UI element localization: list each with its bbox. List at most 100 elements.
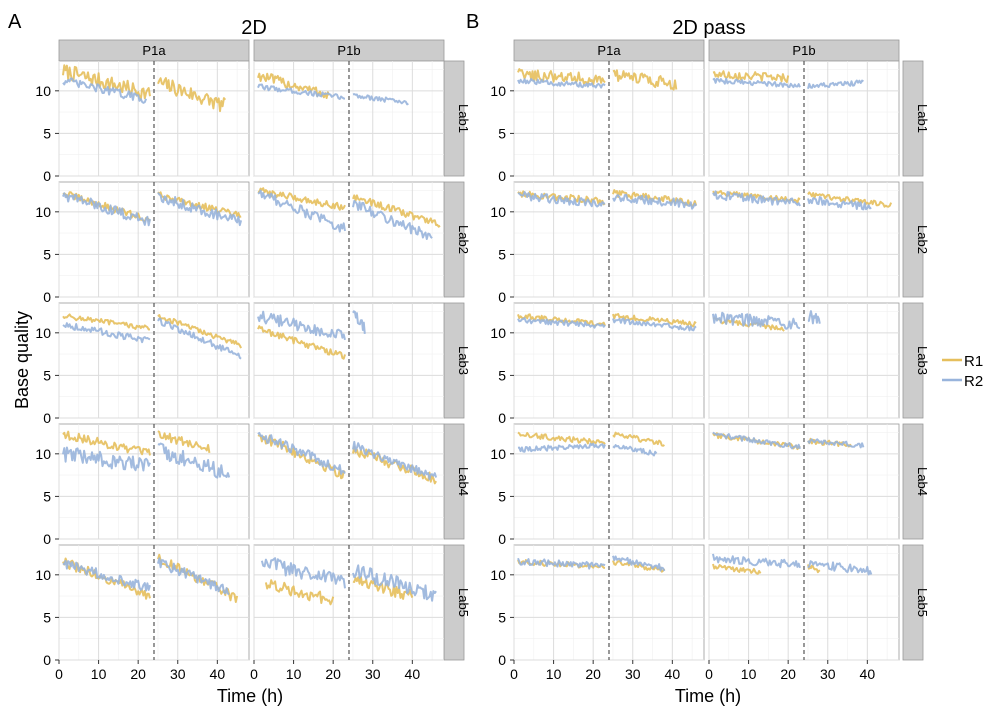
strip-row-lab1 [902,60,924,177]
facet-2d-pass-p1a-lab5: 0 5 10 0 10 20 30 40 [490,544,705,682]
facet-2d-p1b-lab1 [253,60,445,177]
series-r2-line [257,189,346,233]
strip-row-lab5 [902,544,924,661]
strip-row-lab2 [902,181,924,298]
y-tick-label: 0 [498,531,506,547]
series-r2-line [807,79,864,89]
y-tick-label: 5 [43,367,51,383]
series-r1-line [807,191,893,208]
x-tick-label: 20 [130,666,146,682]
series-r2-line [62,322,151,344]
y-tick-label: 5 [43,609,51,625]
x-tick-label: 10 [91,666,107,682]
y-axis-title: Base quality [12,311,32,409]
y-tick-label: 0 [43,410,51,426]
y-tick-label: 5 [498,246,506,262]
series-r2-line [157,442,231,479]
x-tick-label: 0 [705,666,713,682]
y-tick-label: 0 [498,289,506,305]
series-r2-line [62,559,151,592]
series-r2-line [352,440,438,481]
series-r1-line [712,70,790,84]
strip-row-label: Lab3 [456,346,471,375]
series-r2-line [352,93,409,106]
series-r2-line [62,192,151,227]
series-r2-line [612,555,666,572]
series-r2-line [612,193,697,210]
series-r1-line [62,313,151,331]
facet-2d-p1a-lab5: 0 5 10 0 10 20 30 40 [35,544,250,682]
strip-label: P1a [142,43,166,58]
series-r2-line [352,200,433,240]
x-tick-label: 0 [510,666,518,682]
panel-title-2d-pass: 2D pass [672,17,745,39]
y-tick-label: 0 [498,410,506,426]
x-tick-label: 10 [546,666,562,682]
series-r2-line [612,444,658,457]
series-r2-line [517,317,606,329]
facet-2d-p1b-lab4 [253,423,445,540]
series-r1-line [517,68,606,86]
facet-grid: P1a P1b Lab1 Lab2 Lab3 Lab4 Lab5 P1a P1b Lab1 Lab2… [35,39,930,682]
legend-label-r1: R1 [964,353,983,370]
facet-2d-p1b-lab5: 0 10 20 30 40 [250,544,445,682]
series-r2-line [257,431,346,475]
series-r1-line [257,325,346,360]
y-tick-label: 0 [498,168,506,184]
series-r2-line [257,310,346,341]
y-tick-label: 10 [35,567,51,583]
y-tick-label: 0 [43,289,51,305]
strip-row-label: Lab5 [915,588,930,617]
facet-2d-pass-p1b-lab4 [708,423,900,540]
y-tick-label: 10 [35,446,51,462]
x-axis-title-a: Time (h) [217,686,283,706]
strip-row-lab4 [902,423,924,540]
y-tick-label: 10 [35,204,51,220]
y-tick-label: 10 [490,446,506,462]
y-tick-label: 10 [35,83,51,99]
y-tick-label: 5 [498,367,506,383]
strip-row-label: Lab1 [456,104,471,133]
facet-2d-p1a-lab2: 0 5 10 [35,181,250,305]
series-r2-line [807,310,821,325]
series-r2-line [352,310,366,334]
x-tick-label: 0 [55,666,63,682]
y-tick-label: 10 [490,567,506,583]
series-r2-line [517,442,606,453]
series-r2-line [807,560,873,576]
series-r1-line [517,431,606,445]
strip-row-label: Lab4 [456,467,471,496]
facet-2d-pass-p1a-lab1: 0 5 10 [490,60,705,184]
strip-row-label: Lab1 [915,104,930,133]
x-tick-label: 30 [170,666,186,682]
series-r1-line [352,575,414,600]
facet-2d-p1b-lab2 [253,181,445,298]
x-tick-label: 10 [741,666,757,682]
strip-label: P1a [597,43,621,58]
series-r2-line [517,78,606,89]
y-tick-label: 10 [490,325,506,341]
series-r1-line [612,313,697,328]
series-r1-line [257,187,346,211]
facet-2d-pass-p1a-lab4: 0 5 10 [490,423,705,547]
legend-label-r2: R2 [964,373,983,390]
series-r2-line [712,77,801,89]
series-r1-line [62,64,151,101]
x-tick-label: 10 [286,666,302,682]
y-tick-label: 0 [43,168,51,184]
x-tick-label: 40 [405,666,421,682]
series-r2-line [612,317,697,332]
facet-2d-pass-p1b-lab3 [708,302,900,419]
facet-2d-p1b-lab3 [253,302,445,419]
x-axis-title-b: Time (h) [675,686,741,706]
series-r2-line [807,196,872,211]
y-tick-label: 5 [498,609,506,625]
y-tick-label: 10 [35,325,51,341]
strip-row-label: Lab3 [915,346,930,375]
strip-row-label: Lab2 [915,225,930,254]
series-r1-line [264,579,335,606]
y-tick-label: 5 [498,488,506,504]
x-tick-label: 0 [250,666,258,682]
panel-letter-a: A [8,11,22,33]
